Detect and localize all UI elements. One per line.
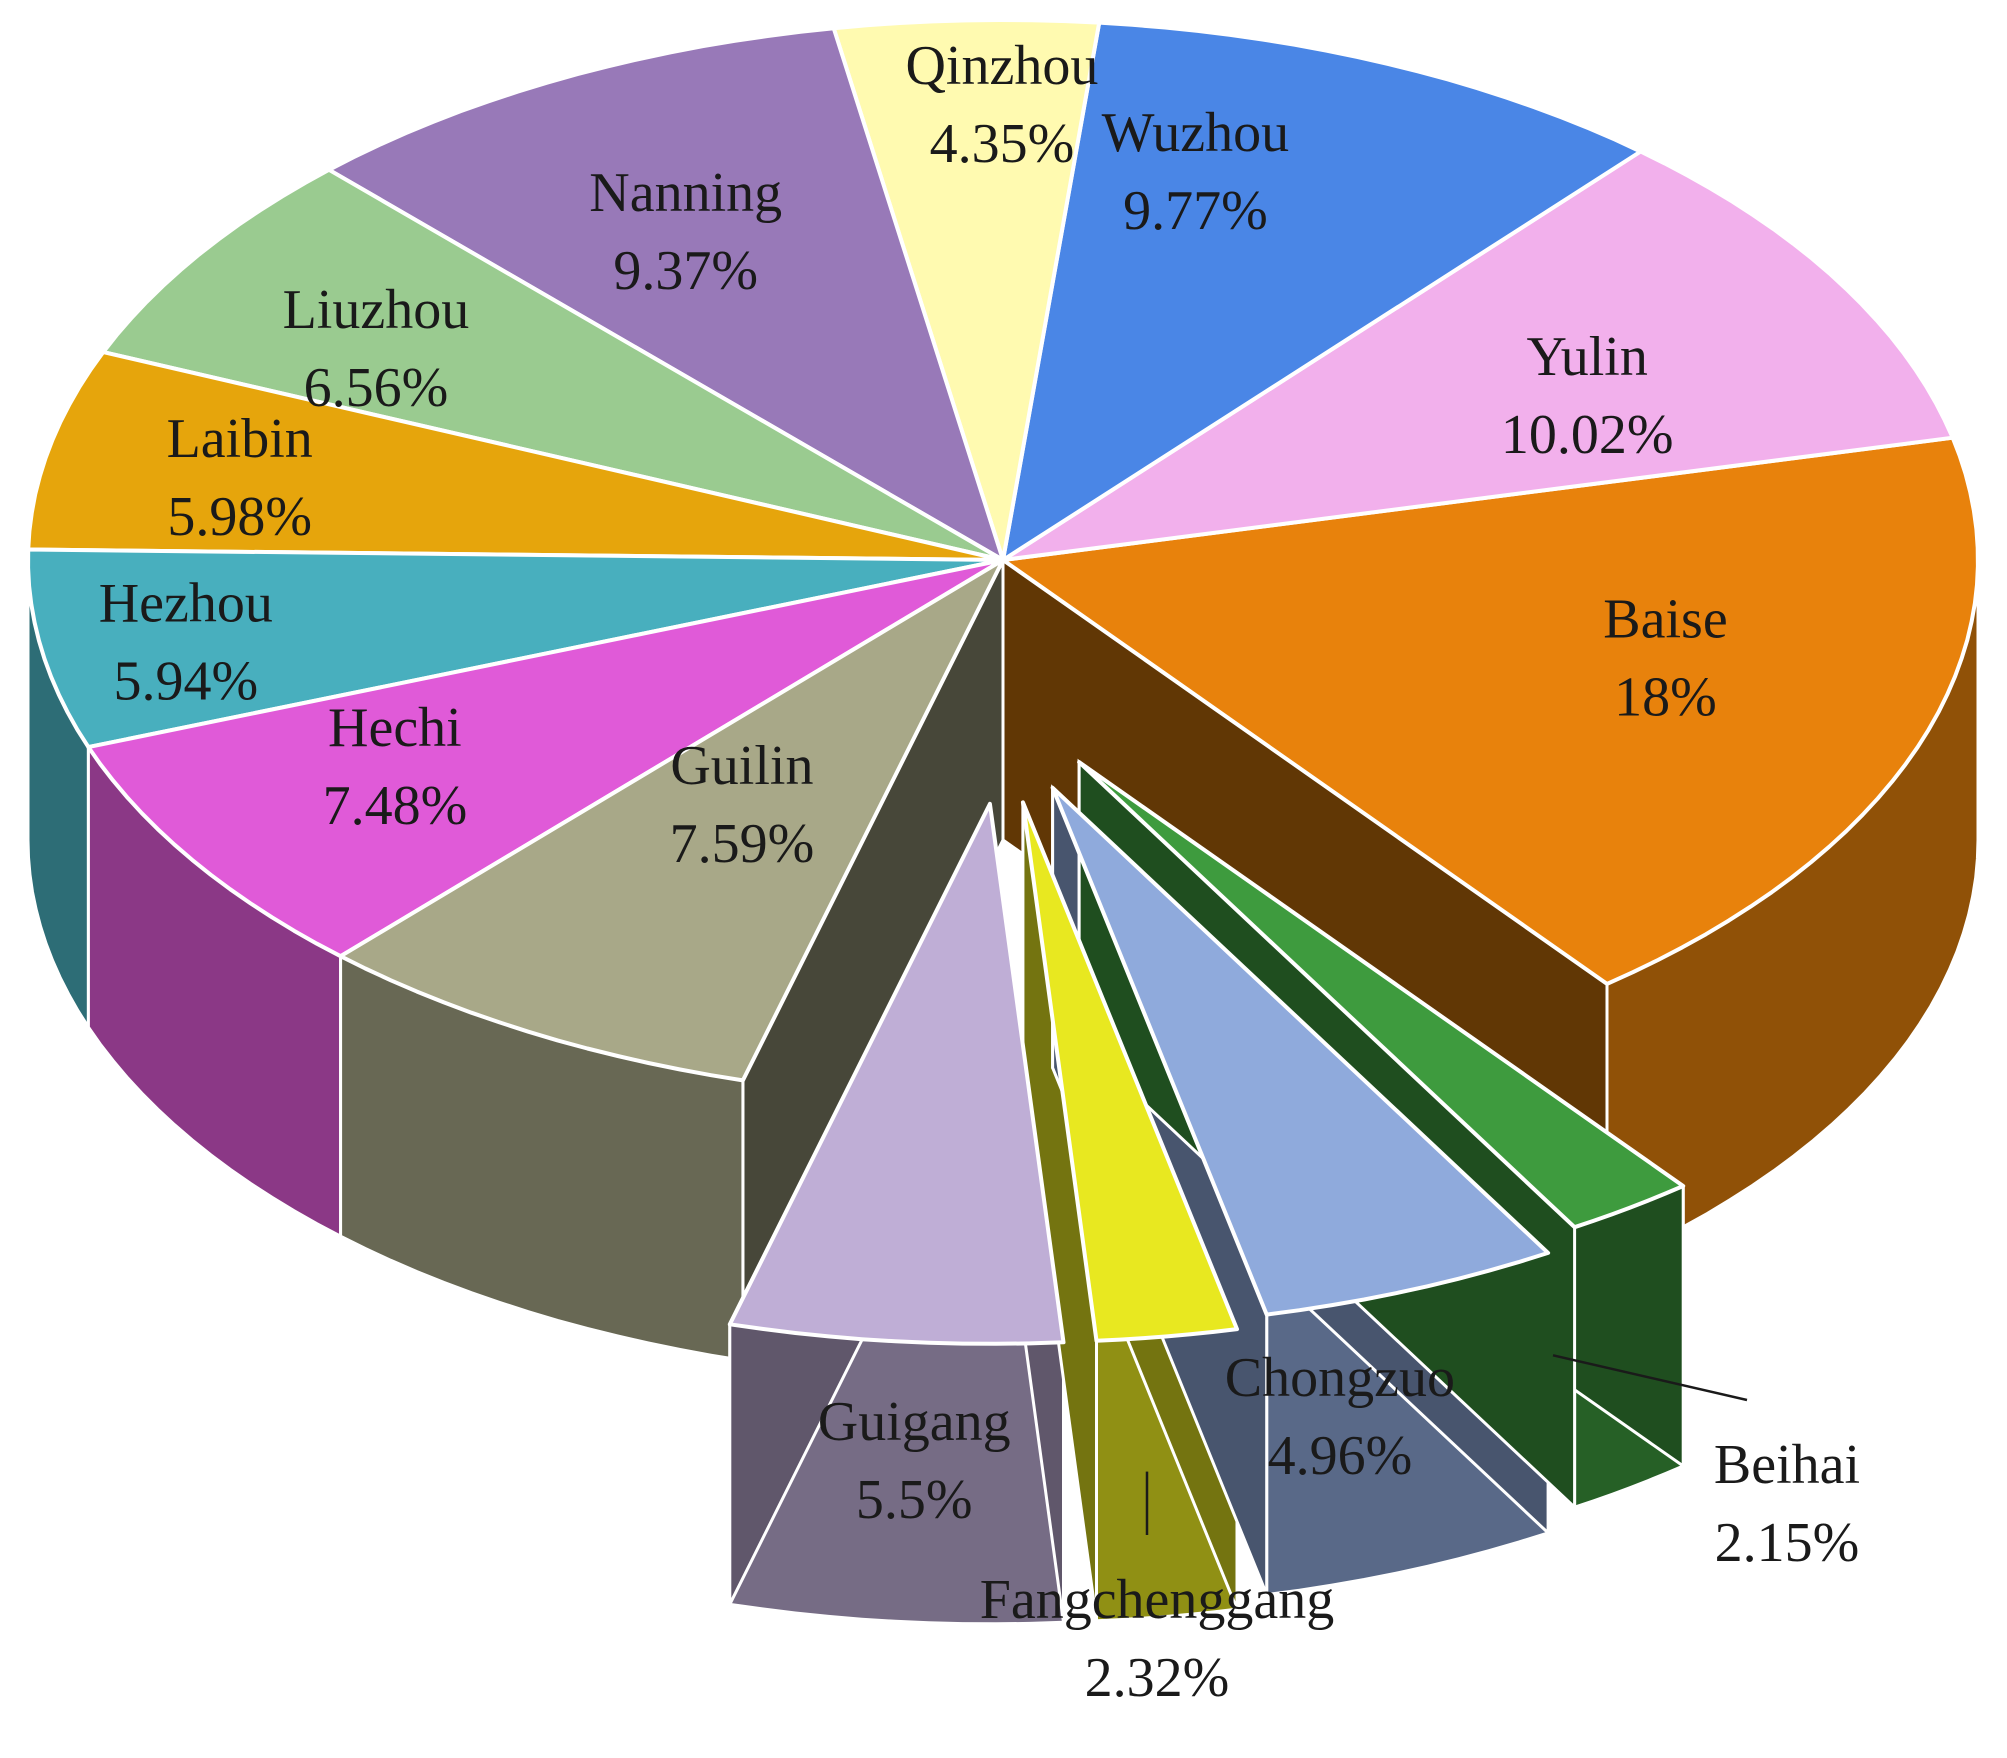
pie-top-faces — [26, 18, 1980, 1346]
slice-label-fangchenggang: Fangchenggang — [980, 1569, 1335, 1631]
slice-value-nanning: 9.37% — [613, 240, 758, 302]
slice-label-baise: Baise — [1603, 588, 1727, 650]
slice-nanning — [327, 26, 1005, 562]
slice-chongzuo — [1050, 785, 1551, 1317]
slice-labels: Qinzhou 4.35% Wuzhou 9.77% Yulin 10.02% Baise 1… — [99, 35, 1860, 1709]
slice-yulin — [1001, 149, 1955, 562]
slice-value-guilin: 7.59% — [670, 813, 815, 875]
slice-liuzhou — [101, 167, 1005, 562]
slice-fangchenggang — [1020, 800, 1239, 1343]
slice-value-qinzhou: 4.35% — [930, 113, 1075, 175]
slice-value-baise: 18% — [1614, 666, 1717, 728]
slice-beihai — [1077, 760, 1686, 1230]
slice-label-beihai: Beihai — [1714, 1434, 1860, 1496]
slice-hechi — [86, 558, 1005, 959]
slice-label-guigang: Guigang — [818, 1391, 1011, 1453]
slice-label-nanning: Nanning — [589, 162, 782, 224]
slice-label-hechi: Hechi — [328, 697, 462, 759]
slice-value-laibin: 5.98% — [167, 486, 312, 548]
slice-baise — [1001, 435, 1980, 986]
slice-wuzhou — [1001, 20, 1643, 562]
leader-line-beihai — [1552, 1354, 1748, 1402]
slice-value-chongzuo: 4.96% — [1268, 1425, 1413, 1487]
slice-hezhou — [26, 547, 1005, 750]
slice-guilin — [338, 558, 1005, 1083]
slice-label-wuzhou: Wuzhou — [1102, 102, 1289, 164]
slice-value-beihai: 2.15% — [1715, 1512, 1860, 1574]
slice-label-qinzhou: Qinzhou — [905, 35, 1098, 97]
slice-value-hezhou: 5.94% — [113, 651, 258, 713]
slice-label-chongzuo: Chongzuo — [1225, 1347, 1455, 1409]
slice-label-hezhou: Hezhou — [99, 573, 273, 635]
slice-label-yulin: Yulin — [1527, 326, 1648, 388]
slice-value-fangchenggang: 2.32% — [1085, 1647, 1230, 1709]
slice-qinzhou — [831, 18, 1102, 562]
slice-guigang — [727, 801, 1066, 1346]
slice-label-liuzhou: Liuzhou — [283, 279, 470, 341]
slice-value-guigang: 5.5% — [856, 1469, 973, 1531]
slice-value-liuzhou: 6.56% — [304, 357, 449, 419]
slice-value-wuzhou: 9.77% — [1123, 180, 1268, 242]
slice-label-guilin: Guilin — [670, 735, 813, 797]
slice-laibin — [26, 350, 1005, 562]
leader-lines — [1145, 1354, 1748, 1535]
slice-value-yulin: 10.02% — [1501, 404, 1674, 466]
slice-value-hechi: 7.48% — [323, 775, 468, 837]
slice-label-laibin: Laibin — [167, 408, 313, 470]
